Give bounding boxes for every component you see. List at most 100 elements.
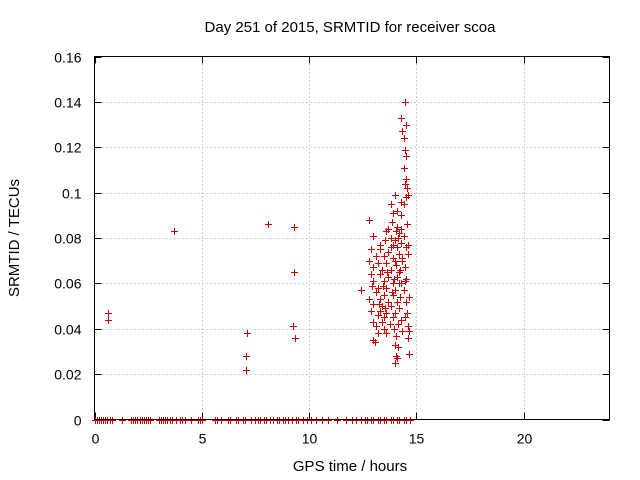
data-point	[396, 305, 403, 312]
data-point	[401, 135, 408, 142]
data-point	[381, 253, 388, 260]
data-point	[403, 299, 410, 306]
data-point	[218, 417, 225, 424]
data-point	[402, 264, 409, 271]
data-point	[395, 321, 402, 328]
x-axis-label: GPS time / hours	[293, 458, 407, 475]
x-tick-label: 0	[92, 431, 100, 447]
data-point	[377, 242, 384, 249]
data-point	[391, 276, 398, 283]
data-point	[403, 194, 410, 201]
data-point	[387, 321, 394, 328]
data-point	[407, 417, 414, 424]
data-point	[381, 314, 388, 321]
data-point	[243, 367, 250, 374]
y-tick-label: 0.06	[54, 276, 81, 292]
data-point	[105, 317, 112, 324]
data-point	[404, 221, 411, 228]
data-point	[171, 228, 178, 235]
data-point	[389, 219, 396, 226]
data-point	[389, 289, 396, 296]
data-point	[370, 301, 377, 308]
data-point	[366, 258, 373, 265]
data-point	[119, 417, 126, 424]
data-point	[384, 269, 391, 276]
data-point	[227, 417, 234, 424]
data-point	[358, 287, 365, 294]
y-tick-label: 0.1	[62, 186, 82, 202]
data-point	[388, 201, 395, 208]
data-point	[390, 280, 397, 287]
data-point	[370, 278, 377, 285]
data-point	[405, 323, 412, 330]
data-point	[377, 271, 384, 278]
data-point	[403, 153, 410, 160]
grid	[94, 56, 610, 420]
data-point	[379, 319, 386, 326]
x-tick-label: 15	[409, 431, 425, 447]
data-point	[393, 262, 400, 269]
data-point	[388, 244, 395, 251]
x-tick-label: 20	[517, 431, 533, 447]
data-point	[394, 224, 401, 231]
data-point	[382, 305, 389, 312]
data-point	[370, 319, 377, 326]
data-point	[401, 233, 408, 240]
data-point	[376, 301, 383, 308]
data-point	[243, 353, 250, 360]
data-point	[402, 278, 409, 285]
data-point	[392, 310, 399, 317]
data-point	[381, 326, 388, 333]
data-point	[292, 335, 299, 342]
data-point	[319, 417, 326, 424]
y-axis-label: SRMTID / TECUs	[6, 179, 23, 297]
data-point	[405, 251, 412, 258]
data-point	[392, 192, 399, 199]
data-point	[242, 417, 249, 424]
y-tick-label: 0.08	[54, 231, 81, 247]
data-point	[375, 312, 382, 319]
data-point	[392, 258, 399, 265]
data-point	[375, 285, 382, 292]
data-point	[383, 310, 390, 317]
data-point	[377, 296, 384, 303]
data-point	[402, 147, 409, 154]
data-point	[388, 267, 395, 274]
data-point	[397, 267, 404, 274]
data-point	[343, 417, 350, 424]
data-point	[390, 210, 397, 217]
data-point	[406, 328, 413, 335]
data-point	[402, 314, 409, 321]
data-point	[404, 185, 411, 192]
data-point	[385, 226, 392, 233]
data-point	[406, 294, 413, 301]
data-point	[325, 417, 332, 424]
data-point	[403, 122, 410, 129]
data-point	[385, 274, 392, 281]
x-tick-labels: 0 5 10 15 20	[92, 431, 533, 447]
data-point	[379, 267, 386, 274]
data-point	[390, 292, 397, 299]
data-point	[395, 344, 402, 351]
data-point	[394, 208, 401, 215]
data-point	[366, 296, 373, 303]
y-tick-labels: 0 0.02 0.04 0.06 0.08 0.1 0.12 0.14 0.16	[54, 50, 81, 429]
data-point	[188, 417, 195, 424]
data-point	[398, 212, 405, 219]
data-point	[373, 289, 380, 296]
y-tick-label: 0.02	[54, 367, 81, 383]
plot-frame	[94, 56, 610, 420]
data-point	[403, 176, 410, 183]
data-point	[398, 115, 405, 122]
data-point	[398, 226, 405, 233]
y-tick-label: 0.04	[54, 322, 81, 338]
data-point	[334, 417, 341, 424]
data-point	[385, 299, 392, 306]
data-point	[394, 299, 401, 306]
data-point	[199, 417, 206, 424]
data-points	[92, 99, 414, 424]
data-point	[394, 355, 401, 362]
data-point	[402, 181, 409, 188]
data-point	[366, 217, 373, 224]
data-point	[368, 308, 375, 315]
